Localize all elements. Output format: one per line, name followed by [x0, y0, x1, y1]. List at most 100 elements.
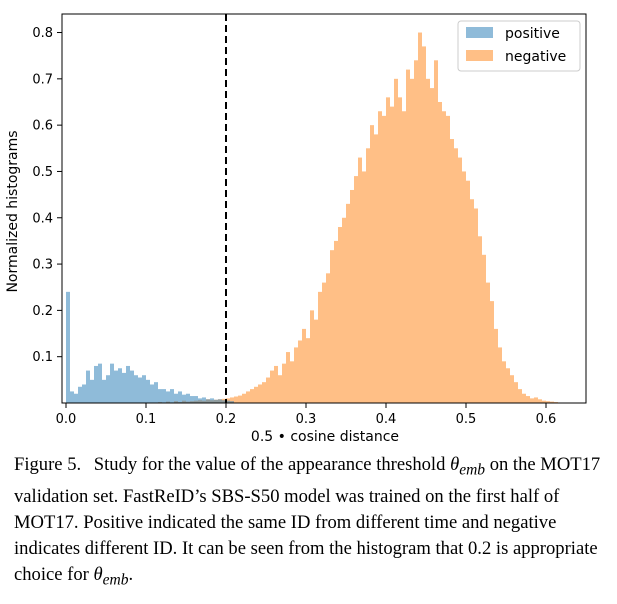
- positive-bar: [82, 384, 86, 403]
- x-tick-label: 0.0: [56, 412, 77, 427]
- positive-bar: [202, 397, 206, 403]
- y-tick-label: 0.3: [32, 258, 53, 273]
- negative-bar: [406, 69, 410, 404]
- positive-bar: [74, 393, 78, 403]
- negative-bar: [462, 171, 466, 403]
- negative-bar: [334, 240, 338, 403]
- positive-bar: [186, 393, 190, 403]
- negative-bar: [446, 115, 450, 403]
- x-axis-label: 0.5 • cosine distance: [251, 429, 399, 445]
- negative-bar: [350, 189, 354, 403]
- negative-bar: [354, 176, 358, 403]
- negative-bar: [358, 157, 362, 403]
- negative-bar: [382, 115, 386, 403]
- positive-bar: [78, 386, 82, 403]
- negative-bar: [262, 382, 266, 403]
- y-tick-label: 0.5: [32, 165, 53, 180]
- positive-bar: [222, 400, 226, 403]
- positive-bar: [210, 398, 214, 403]
- negative-bar: [502, 361, 506, 403]
- negative-bar: [430, 88, 434, 403]
- positive-bar: [86, 370, 90, 403]
- negative-bar: [326, 273, 330, 403]
- negative-bar: [454, 148, 458, 403]
- legend-label-positive: positive: [505, 26, 560, 42]
- negative-bar: [514, 382, 518, 403]
- negative-bar: [250, 389, 254, 403]
- positive-bar: [114, 370, 118, 403]
- negative-bar: [338, 227, 342, 403]
- negative-bar: [398, 97, 402, 403]
- positive-bar: [138, 377, 142, 403]
- negative-bar: [386, 97, 390, 403]
- legend-swatch-positive: [466, 27, 493, 38]
- caption-text-before: Study for the value of the appearance th…: [93, 454, 446, 475]
- negative-bar: [362, 171, 366, 403]
- negative-bar: [294, 347, 298, 403]
- negative-bar: [302, 328, 306, 403]
- negative-bar: [258, 384, 262, 403]
- caption-symbol-sub: emb: [459, 461, 486, 479]
- positive-bar: [194, 396, 198, 403]
- caption-label: Figure 5.: [14, 454, 82, 475]
- positive-bar: [106, 375, 110, 403]
- x-tick-label: 0.4: [376, 412, 397, 427]
- negative-bar: [518, 389, 522, 403]
- negative-bar: [474, 208, 478, 403]
- negative-bar: [538, 399, 542, 403]
- positive-bar: [182, 394, 186, 403]
- positive-bar: [206, 399, 210, 403]
- positive-bar: [110, 363, 114, 403]
- positive-bar: [174, 393, 178, 403]
- y-tick-label: 0.8: [32, 26, 53, 41]
- negative-bar: [394, 78, 398, 403]
- positive-bar: [142, 375, 146, 403]
- positive-bar: [134, 375, 138, 403]
- negative-bar: [546, 401, 550, 403]
- negative-bar: [270, 370, 274, 403]
- caption-text-middle: on the MOT17 validation set. FastReID’s …: [14, 454, 601, 585]
- x-tick-label: 0.3: [296, 412, 317, 427]
- plot-frame: [61, 13, 587, 404]
- positive-bar: [162, 389, 166, 403]
- negative-bar: [242, 393, 246, 403]
- positive-bar: [146, 379, 150, 403]
- negative-bars: [158, 32, 558, 404]
- negative-bar: [542, 400, 546, 403]
- negative-bar: [402, 111, 406, 403]
- positive-bar: [118, 368, 122, 403]
- caption-text-end: .: [128, 563, 134, 585]
- negative-bar: [506, 368, 510, 403]
- negative-bar: [290, 361, 294, 403]
- y-axis: 0.1 0.2 0.3 0.4 0.5 0.6 0.7 0.8: [32, 26, 62, 365]
- negative-bar: [230, 397, 234, 403]
- positive-bar: [122, 372, 126, 403]
- y-tick-label: 0.2: [32, 304, 53, 319]
- negative-bar: [494, 328, 498, 403]
- legend: positive negative: [457, 20, 581, 72]
- negative-bar: [274, 365, 278, 403]
- figure-caption: Figure 5. Study for the value of the app…: [14, 452, 610, 593]
- negative-bar: [490, 301, 494, 403]
- positive-bar: [126, 365, 130, 403]
- negative-bar: [306, 338, 310, 403]
- negative-bar: [414, 60, 418, 404]
- negative-bar: [278, 375, 282, 403]
- positive-bar: [102, 379, 106, 403]
- positive-bar: [198, 398, 202, 403]
- caption-symbol: θemb: [450, 454, 486, 479]
- negative-bar: [366, 148, 370, 403]
- negative-bar: [418, 32, 422, 404]
- positive-bars: [66, 291, 234, 403]
- positive-bar: [94, 365, 98, 403]
- y-tick-label: 0.6: [32, 119, 53, 134]
- negative-bar: [298, 340, 302, 403]
- negative-bar: [522, 393, 526, 403]
- positive-bar: [130, 370, 134, 403]
- negative-bar: [426, 78, 430, 403]
- negative-bar: [282, 363, 286, 403]
- positive-bar: [226, 400, 230, 403]
- negative-bar: [330, 250, 334, 403]
- y-tick-label: 0.1: [32, 350, 53, 365]
- positive-bar: [90, 379, 94, 403]
